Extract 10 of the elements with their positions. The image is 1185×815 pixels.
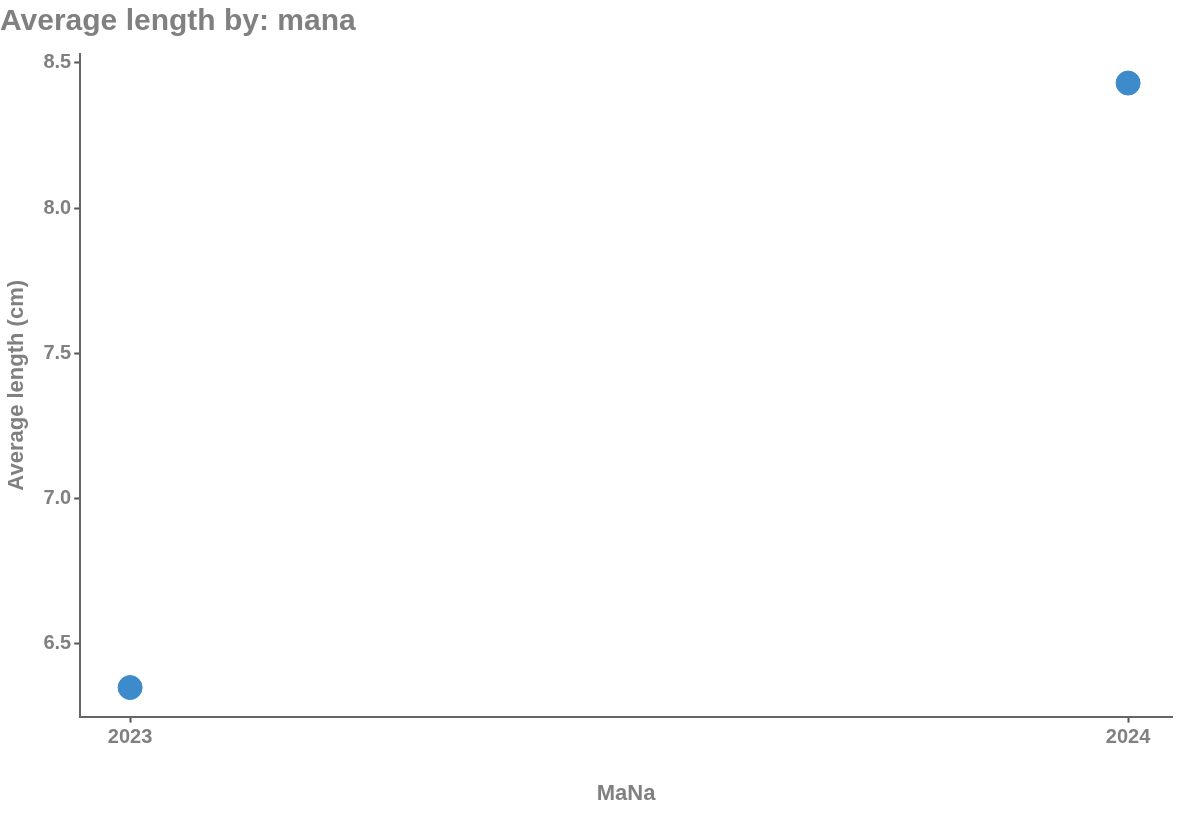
y-tick-label: 8.0 <box>43 195 72 218</box>
x-axis-title: MaNa <box>596 779 657 805</box>
chart-title: Average length by: mana <box>0 3 356 37</box>
y-tick-label: 8.5 <box>43 50 72 73</box>
y-tick-label: 6.5 <box>43 631 72 654</box>
x-tick-label: 2023 <box>107 725 153 748</box>
y-axis-title: Average length (cm) <box>3 279 29 491</box>
y-tick-label: 7.0 <box>43 486 72 509</box>
y-tick-label: 7.5 <box>43 340 72 363</box>
x-tick-label: 2024 <box>1105 725 1152 748</box>
